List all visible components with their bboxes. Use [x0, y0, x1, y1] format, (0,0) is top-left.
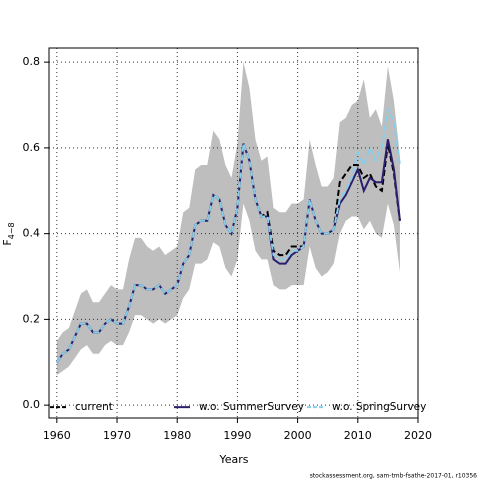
- x-tick-label: 1990: [223, 429, 251, 442]
- x-tick-label: 2010: [344, 429, 372, 442]
- confidence-band: [56, 62, 400, 376]
- legend-label: w.o. SummerSurvey: [199, 401, 304, 413]
- y-axis-label: F4−8: [1, 222, 16, 245]
- x-axis-label: Years: [218, 453, 248, 466]
- y-tick-label: 0.4: [23, 227, 41, 240]
- legend-label: current: [75, 401, 113, 413]
- x-tick-label: 1960: [43, 429, 71, 442]
- footnote: stockassessment.org, sam-tmb-fsathe-2017…: [310, 473, 477, 480]
- y-tick-label: 0.0: [23, 398, 41, 411]
- y-tick-label: 0.8: [23, 55, 41, 68]
- y-axis-label-sub: 4−8: [7, 222, 16, 239]
- plot-frame: [48, 47, 419, 419]
- legend-label: w.o. SpringSurvey: [332, 401, 426, 413]
- series-line: [56, 105, 401, 363]
- y-tick-label: 0.2: [23, 312, 41, 325]
- x-tick-label: 2000: [284, 429, 312, 442]
- x-tick-label: 2020: [404, 429, 432, 442]
- x-tick-label: 1980: [163, 429, 191, 442]
- y-axis-label-main: F: [1, 239, 14, 245]
- y-tick-label: 0.6: [23, 141, 41, 154]
- x-tick-label: 1970: [103, 429, 131, 442]
